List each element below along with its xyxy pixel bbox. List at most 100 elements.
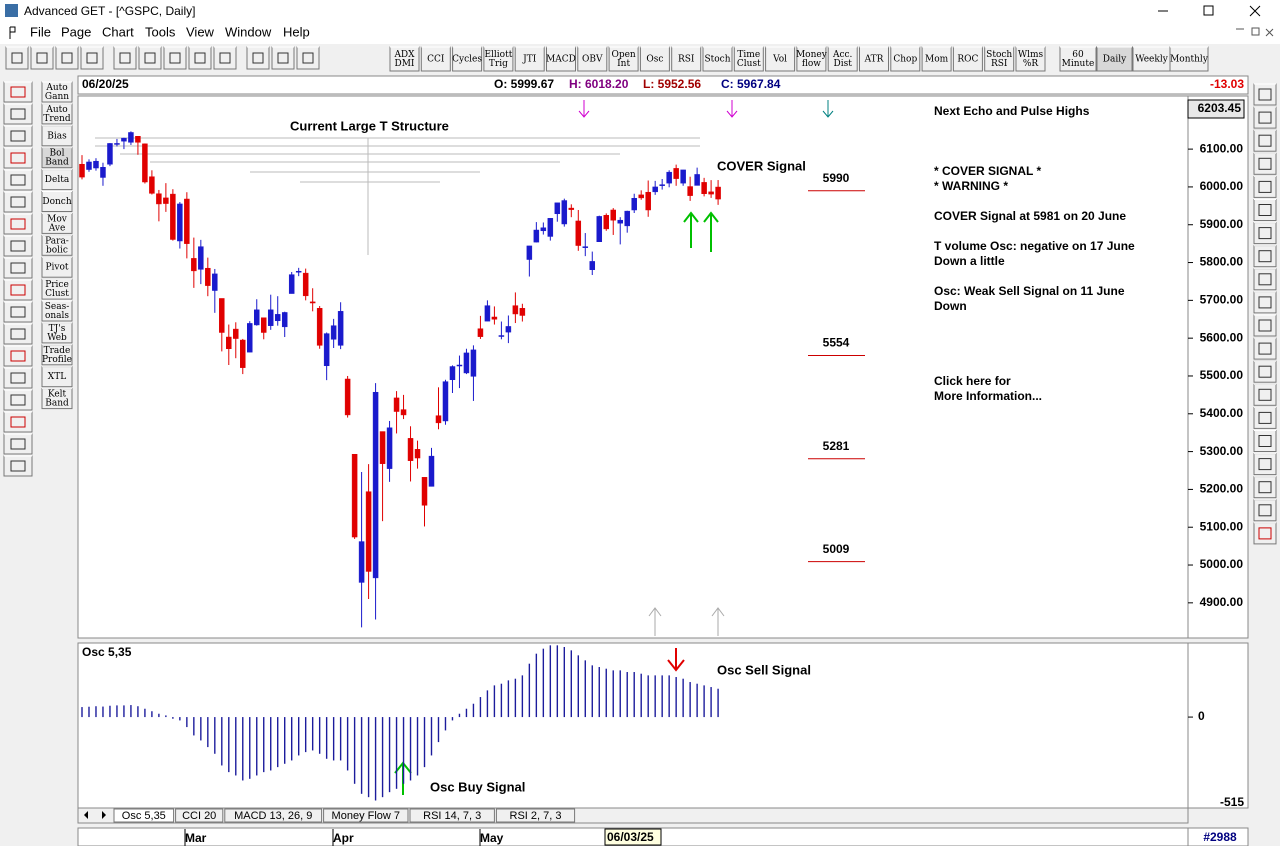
tab-label[interactable]: RSI 2, 7, 3 xyxy=(510,810,562,822)
menu-item[interactable]: Window xyxy=(225,24,272,39)
side-icon[interactable] xyxy=(3,455,33,477)
menu-item[interactable]: Page xyxy=(61,24,91,39)
side-glyph xyxy=(10,86,26,98)
side-icon[interactable] xyxy=(3,345,33,367)
tab-label[interactable]: Money Flow 7 xyxy=(332,810,400,822)
info-text[interactable]: More Information... xyxy=(934,389,1042,403)
right-tool-icon[interactable] xyxy=(1253,337,1277,360)
indicator-button[interactable] xyxy=(608,46,639,72)
indicator-button[interactable] xyxy=(389,46,420,72)
tool-icon[interactable] xyxy=(30,46,54,70)
menu-item[interactable]: Help xyxy=(283,24,310,39)
right-tool-icon[interactable] xyxy=(1253,245,1277,268)
app-icon xyxy=(5,4,18,17)
tool-icon[interactable] xyxy=(80,46,104,70)
tool-icon[interactable] xyxy=(163,46,187,70)
indicator-button[interactable] xyxy=(984,46,1015,72)
side-icon[interactable] xyxy=(3,213,33,235)
side-icon[interactable] xyxy=(3,433,33,455)
side-icon[interactable] xyxy=(3,103,33,125)
side-icon[interactable] xyxy=(3,367,33,389)
indicator-button[interactable] xyxy=(702,46,733,72)
indicator-button[interactable] xyxy=(639,46,670,72)
side-icon[interactable] xyxy=(3,235,33,257)
tool-icon[interactable] xyxy=(138,46,162,70)
tool-glyph xyxy=(277,52,289,64)
tab[interactable] xyxy=(409,808,495,823)
tool-icon[interactable] xyxy=(213,46,237,70)
right-tool-icon[interactable] xyxy=(1253,406,1277,429)
tab-label[interactable]: MACD 13, 26, 9 xyxy=(234,810,312,822)
indicator-button[interactable] xyxy=(483,46,514,72)
side-icon[interactable] xyxy=(3,191,33,213)
indicator-button[interactable] xyxy=(827,46,858,72)
right-tool-icon[interactable] xyxy=(1253,222,1277,245)
tab[interactable] xyxy=(175,808,224,823)
tab[interactable] xyxy=(323,808,409,823)
menu-item[interactable]: Tools xyxy=(145,24,176,39)
header-close: C: 5967.84 xyxy=(721,77,781,91)
tool-icon[interactable] xyxy=(246,46,270,70)
tool-icon[interactable] xyxy=(296,46,320,70)
indicator-button[interactable] xyxy=(859,46,889,72)
close-button[interactable] xyxy=(1249,5,1261,17)
side-icon[interactable] xyxy=(3,411,33,433)
side-icon[interactable] xyxy=(3,257,33,279)
indicator-button[interactable] xyxy=(577,46,608,72)
indicator-button[interactable] xyxy=(733,46,764,72)
tool-icon[interactable] xyxy=(188,46,212,70)
side-icon[interactable] xyxy=(3,81,33,103)
side-icon[interactable] xyxy=(3,147,33,169)
menu-item[interactable]: Chart xyxy=(102,24,134,39)
info-text[interactable]: Click here for xyxy=(934,374,1011,388)
tool-icon[interactable] xyxy=(113,46,137,70)
right-tool-icon[interactable] xyxy=(1253,314,1277,337)
indicator-button[interactable] xyxy=(671,46,702,72)
right-tool-icon[interactable] xyxy=(1253,152,1277,175)
timeframe-label: Daily xyxy=(1103,55,1127,65)
tab-label[interactable]: Osc 5,35 xyxy=(122,810,166,822)
side-icon[interactable] xyxy=(3,125,33,147)
indicator-button[interactable] xyxy=(890,46,921,72)
right-tool-icon[interactable] xyxy=(1253,499,1277,522)
annotation: Osc Sell Signal xyxy=(717,662,811,677)
right-tool-icon[interactable] xyxy=(1253,453,1277,476)
candle-body xyxy=(449,366,456,381)
indicator-button[interactable] xyxy=(1015,46,1046,72)
side-icon[interactable] xyxy=(3,279,33,301)
restore-button[interactable] xyxy=(1203,5,1214,16)
tab-label[interactable]: CCI 20 xyxy=(182,810,216,822)
tool-icon[interactable] xyxy=(5,46,29,70)
tab[interactable] xyxy=(495,808,576,823)
right-tool-icon[interactable] xyxy=(1253,175,1277,198)
tool-icon[interactable] xyxy=(271,46,295,70)
right-tool-icon[interactable] xyxy=(1253,360,1277,383)
indicator-button[interactable] xyxy=(546,46,576,72)
right-tool-icon[interactable] xyxy=(1253,199,1277,221)
timeframe-button[interactable] xyxy=(1059,46,1097,72)
side-icon[interactable] xyxy=(3,301,33,323)
timeframe-button[interactable] xyxy=(1132,46,1171,72)
right-glyph xyxy=(1258,435,1272,447)
side-icon[interactable] xyxy=(3,389,33,411)
right-tool-icon[interactable] xyxy=(1253,430,1277,452)
menu-item[interactable]: File xyxy=(30,24,51,39)
tab[interactable] xyxy=(113,808,175,823)
right-tool-icon[interactable] xyxy=(1253,291,1277,314)
side-icon[interactable] xyxy=(3,323,33,345)
menu-item[interactable]: View xyxy=(186,24,215,39)
right-tool-icon[interactable] xyxy=(1253,83,1277,106)
tool-icon[interactable] xyxy=(55,46,79,70)
right-tool-icon[interactable] xyxy=(1253,129,1277,152)
tab-label[interactable]: RSI 14, 7, 3 xyxy=(423,810,481,822)
right-tool-icon[interactable] xyxy=(1253,268,1277,291)
right-tool-icon[interactable] xyxy=(1253,383,1277,406)
indicator-label: Chop xyxy=(893,55,917,65)
indicator-button[interactable] xyxy=(765,46,796,72)
side-icon[interactable] xyxy=(3,169,33,191)
right-tool-icon[interactable] xyxy=(1253,522,1277,545)
right-tool-icon[interactable] xyxy=(1253,106,1277,129)
tab[interactable] xyxy=(224,808,323,823)
right-tool-icon[interactable] xyxy=(1253,476,1277,499)
mdi-controls[interactable] xyxy=(1236,27,1274,37)
